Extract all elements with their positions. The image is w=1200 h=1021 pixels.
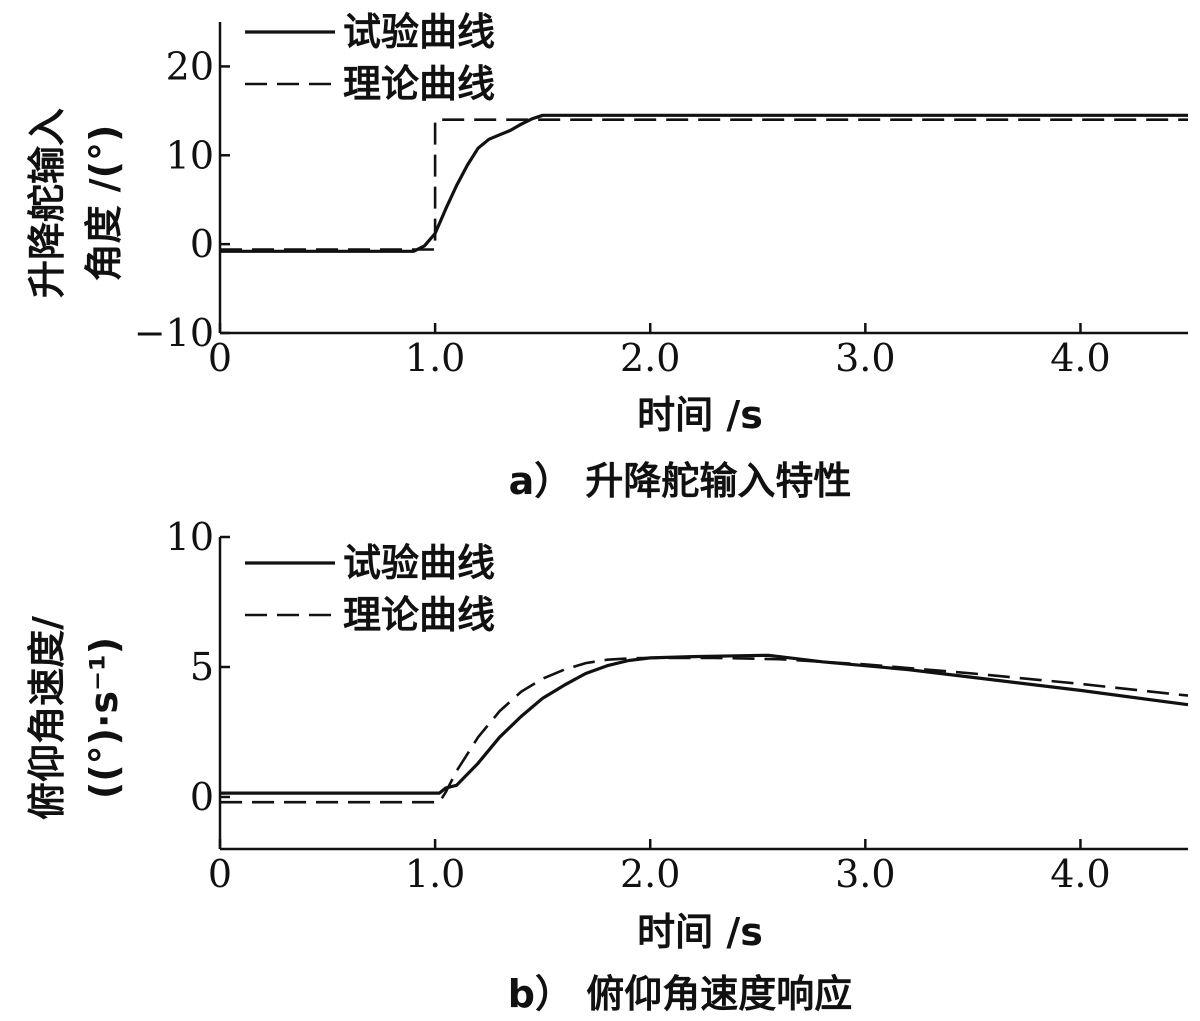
y-tick-label: −10 <box>134 311 214 355</box>
x-tick-label: 3.0 <box>835 852 895 896</box>
y-axis-label-line-1: 升降舵输入 <box>25 108 69 298</box>
legend-label-theoretical: 理论曲线 <box>343 62 495 106</box>
panel-caption: b） 俯仰角速度响应 <box>508 972 852 1016</box>
y-tick-label: 10 <box>166 515 214 559</box>
x-tick-label: 0 <box>208 852 232 896</box>
y-tick-label: 10 <box>166 133 214 177</box>
series-lines <box>220 113 1188 253</box>
y-tick-label: 20 <box>166 44 214 88</box>
y-axis-label-line-2: ((°)·s⁻¹) <box>82 637 126 799</box>
x-tick-label: 1.0 <box>405 852 465 896</box>
y-tick-label: 5 <box>190 645 214 689</box>
series-line-experimental <box>220 653 1189 795</box>
y-tick-label: 0 <box>190 222 214 266</box>
x-tick-label: 0 <box>208 336 232 380</box>
ticks: 0 1.0 2.0 3.0 4.0 0 5 10 <box>166 515 1111 896</box>
chart-panel-b: 0 1.0 2.0 3.0 4.0 0 5 10 试验曲线 理论曲线 俯仰角速度/ ((°)·… <box>25 515 1189 1016</box>
legend-label-experimental: 试验曲线 <box>343 541 495 585</box>
x-tick-label: 4.0 <box>1050 336 1110 380</box>
legend-label-theoretical: 理论曲线 <box>343 593 495 637</box>
x-axis-label: 时间 /s <box>637 910 763 954</box>
legend-label-experimental: 试验曲线 <box>343 10 495 54</box>
series-line-theoretical <box>220 118 1188 251</box>
y-axis-label-line-1: 俯仰角速度/ <box>25 616 69 820</box>
x-tick-label: 1.0 <box>405 336 465 380</box>
series-line-experimental <box>220 113 1188 253</box>
x-tick-label: 3.0 <box>835 336 895 380</box>
x-axis-label: 时间 /s <box>637 393 763 437</box>
x-tick-label: 4.0 <box>1050 852 1110 896</box>
legend: 试验曲线 理论曲线 <box>245 541 495 637</box>
legend: 试验曲线 理论曲线 <box>245 10 495 106</box>
x-tick-label: 2.0 <box>620 852 680 896</box>
x-tick-label: 2.0 <box>620 336 680 380</box>
y-axis-label-line-2: 角度 /(°) <box>82 125 126 282</box>
series-lines <box>220 653 1189 804</box>
y-tick-label: 0 <box>190 775 214 819</box>
series-line-theoretical <box>220 656 1189 804</box>
panel-caption: a） 升降舵输入特性 <box>509 459 852 503</box>
